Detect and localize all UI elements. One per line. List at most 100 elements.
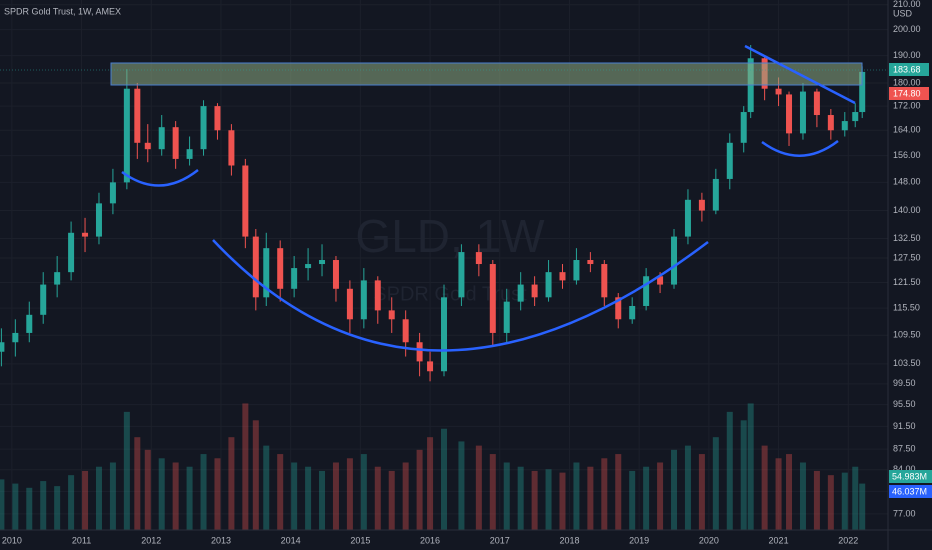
volume-bar [0, 479, 5, 530]
y-tick-label: 115.50 [893, 303, 920, 313]
candle-body [319, 260, 326, 265]
candle-body [601, 264, 608, 298]
y-tick-label: 127.50 [893, 252, 921, 262]
volume-bar [559, 472, 566, 530]
y-tick-label: 99.50 [893, 378, 916, 388]
candle-body [427, 361, 434, 372]
candle-body [416, 342, 423, 362]
volume-bar [458, 441, 465, 530]
candle-body [698, 199, 705, 211]
currency-label: USD [893, 8, 913, 18]
volume-bar [40, 481, 47, 530]
volume-bar [503, 462, 510, 530]
volume-bar [517, 466, 524, 530]
candle-body [503, 301, 510, 333]
price-tag [889, 63, 929, 76]
volume-bar [712, 437, 719, 530]
x-tick-label: 2013 [211, 535, 231, 545]
volume-bar [319, 470, 326, 530]
candle-body [684, 199, 691, 237]
candle-body [214, 106, 221, 131]
candle-body [277, 248, 284, 289]
volume-bar [859, 483, 866, 530]
x-tick-label: 2014 [281, 535, 301, 545]
y-tick-label: 121.50 [893, 277, 921, 287]
volume-bar [813, 470, 820, 530]
x-tick-label: 2010 [2, 535, 22, 545]
candle-body [360, 280, 367, 320]
y-tick-label: 164.00 [893, 125, 921, 135]
y-tick-label: 95.50 [893, 399, 916, 409]
volume-bar [305, 466, 312, 530]
candle-body [629, 305, 636, 320]
y-tick-label: 210.00 [893, 0, 921, 9]
volume-bar [761, 445, 768, 530]
volume-bar [228, 437, 235, 530]
volume-bar [747, 403, 754, 530]
candle-body [228, 130, 235, 166]
volume-bar [277, 454, 284, 530]
candle-body [531, 284, 538, 298]
volume-bar [214, 458, 221, 530]
x-tick-label: 2017 [490, 535, 510, 545]
volume-bar [134, 437, 141, 530]
candle-body [54, 272, 61, 285]
volume-bar [852, 466, 859, 530]
y-tick-label: 109.50 [893, 330, 921, 340]
candle-body [0, 342, 5, 352]
candle-body [109, 182, 116, 204]
volume-bar [291, 462, 298, 530]
volume-bar [827, 475, 834, 530]
volume-bar [374, 466, 381, 530]
volume-bar [186, 466, 193, 530]
volume-bar [475, 445, 482, 530]
candle-body [158, 127, 165, 150]
candle-body [134, 88, 141, 143]
volume-bar [360, 454, 367, 530]
volume-bar [740, 420, 747, 530]
candles [0, 45, 866, 382]
y-tick-label: 172.00 [893, 100, 921, 110]
watermark-subtitle: SPDR Gold Trust [373, 283, 527, 305]
candle-body [786, 94, 793, 134]
candle-body [740, 112, 747, 143]
x-tick-label: 2011 [72, 535, 91, 545]
volume-bar [441, 428, 447, 530]
x-tick-label: 2016 [420, 535, 440, 545]
candle-body [402, 319, 409, 343]
volume-bar [123, 411, 130, 530]
candle-body [12, 332, 19, 343]
y-tick-label: 84.00 [893, 464, 916, 474]
volume-bar [427, 437, 434, 530]
candle-body [545, 272, 552, 298]
volume-bar [95, 466, 102, 530]
volume-bar [545, 469, 552, 530]
volume-bar [489, 454, 496, 530]
x-tick-label: 2015 [350, 535, 370, 545]
price-tag [889, 87, 929, 100]
volume-bar [12, 483, 19, 530]
volume-bar [573, 462, 580, 530]
volume-bar [775, 458, 782, 530]
volume-bar [68, 475, 75, 530]
candle-body [827, 115, 834, 131]
trend-line [744, 44, 856, 105]
volume-tag [889, 470, 932, 483]
price-tag-label: 174.80 [893, 88, 921, 98]
volume-bar [402, 462, 409, 530]
candle-body [68, 232, 75, 273]
cup-drawing [212, 239, 709, 352]
x-tick-label: 2012 [141, 535, 161, 545]
candle-body [458, 252, 465, 298]
candle-body [852, 112, 859, 122]
volume-bar [684, 445, 691, 530]
candle-body [813, 91, 820, 116]
volume-bar [726, 411, 733, 530]
volume-bar [26, 487, 33, 530]
y-tick-label: 132.50 [893, 233, 921, 243]
volume-bar [786, 454, 793, 530]
volume-bar [109, 462, 116, 530]
volume-bar [531, 470, 538, 530]
candle-body [242, 165, 249, 237]
